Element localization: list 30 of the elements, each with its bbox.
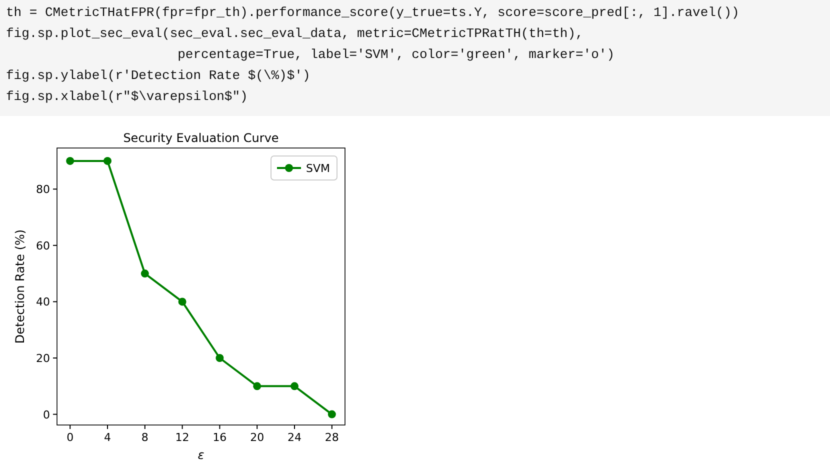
point [216,354,224,362]
chart-title: Security Evaluation Curve [123,131,279,145]
y-tick-label: 20 [36,352,50,365]
y-tick-label: 40 [36,296,50,309]
text: fig.sp.plot_sec_eval(sec_eval.sec_eval_data, metric=CMetricTPRatTH(th=th), [6,26,584,41]
text: fig.sp.xlabel(r"$\varepsilon$") [6,89,248,104]
point [66,156,74,165]
y-tick-label: 0 [43,408,50,422]
y-tick-label: 80 [36,183,50,196]
x-tick-label: 12 [175,431,190,444]
x-tick-label: 16 [212,431,227,444]
text: th = CMetricTHatFPR(fpr=fpr_th).performance_score(y_true=ts.Y, score=score_pred[:, 1].ravel()) [6,5,740,20]
x-tick-label: 8 [141,431,148,444]
point [253,382,262,390]
legend-label: SVM [306,162,330,175]
text: fig.sp.ylabel(r'Detection Rate $(\%)$') [6,68,310,83]
point [178,298,186,306]
x-tick-label: 0 [66,431,74,444]
text: percentage=True, label='SVM', color='green', marker='o') [6,47,614,62]
x-tick-label: 24 [288,431,302,444]
y-axis-title: Detection Rate (%) [13,229,27,344]
x-tick-label: 28 [324,431,339,444]
y-tick-label: 60 [36,239,50,252]
point [290,382,299,390]
x-tick-label: 20 [250,431,264,444]
x-axis-title: ε [198,448,205,462]
point [103,156,112,165]
point [328,410,336,418]
point [140,270,149,278]
x-tick-label: 4 [104,431,111,444]
